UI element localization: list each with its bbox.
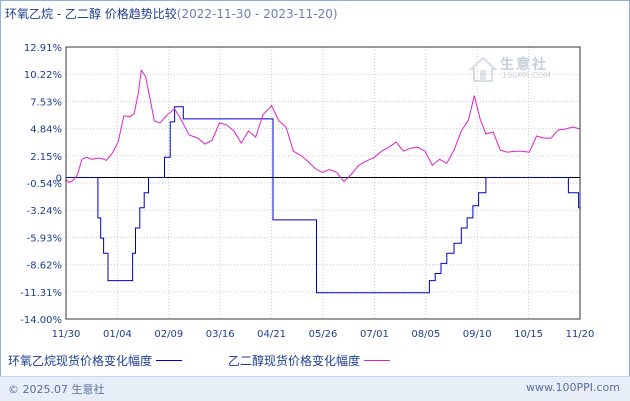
x-tick-label: 03/16 (206, 329, 235, 340)
y-tick-label: 4.84% (30, 125, 62, 136)
y-tick-label: -8.62% (27, 261, 62, 272)
line-chart: 12.91% 10.22% 7.53% 4.84% 2.15% -0.54% -3.24% -… (20, 43, 595, 340)
chart-title: 环氧乙烷 - 乙二醇 价格趋势比较(2022-11-30 - 2023-11-2… (5, 5, 338, 22)
watermark-url: 100PPI.COM (502, 71, 551, 80)
legend-label-series2: 乙二醇现货价格变化幅度 (228, 354, 361, 368)
chart-title-range: (2022-11-30 - 2023-11-20) (176, 7, 338, 21)
footer-bar: © 2025.07 生意社 www.100PPI.com (0, 376, 630, 401)
zero-label: 0 (56, 173, 62, 184)
x-tick-label: 02/09 (154, 329, 183, 340)
x-axis-ticks: 11/30 01/04 02/09 03/16 04/21 05/26 07/01 08/05… (52, 329, 595, 340)
series-line-2 (65, 68, 581, 184)
footer-url-link[interactable]: www.100PPI.com (526, 381, 620, 394)
legend-item-series1: 环氧乙烷现货价格变化幅度 (8, 352, 183, 369)
x-tick-label: 05/26 (309, 329, 338, 340)
x-tick-label: 09/10 (463, 329, 492, 340)
y-tick-label: 10.22% (24, 70, 62, 81)
y-tick-label: -11.31% (20, 288, 62, 299)
x-tick-label: 01/04 (103, 329, 132, 340)
x-tick-label: 08/05 (411, 329, 440, 340)
x-tick-label: 07/01 (360, 329, 389, 340)
watermark-name: 生意社 (500, 57, 548, 73)
x-tick-label: 11/30 (52, 329, 81, 340)
y-tick-label: -3.24% (27, 206, 62, 217)
plot-area-border (65, 46, 581, 320)
house-logo-icon (468, 56, 498, 82)
x-tick-label: 10/15 (514, 329, 543, 340)
legend-label-series1: 环氧乙烷现货价格变化幅度 (8, 354, 153, 368)
y-tick-label: 2.15% (30, 152, 62, 163)
legend-swatch-series2 (364, 360, 391, 361)
chart-title-main: 环氧乙烷 - 乙二醇 价格趋势比较 (5, 7, 177, 21)
y-tick-label: 7.53% (30, 97, 62, 108)
grid-lines (65, 46, 581, 320)
footer-copyright: © 2025.07 生意社 (8, 383, 105, 396)
y-axis-ticks: 12.91% 10.22% 7.53% 4.84% 2.15% -0.54% -3.24% -… (20, 43, 62, 326)
y-tick-label: 12.91% (24, 43, 62, 54)
y-tick-label: -0.54% (27, 179, 62, 190)
chart-legend: 环氧乙烷现货价格变化幅度 乙二醇现货价格变化幅度 (6, 350, 624, 370)
x-tick-label: 11/20 (566, 329, 595, 340)
watermark: 生意社 100PPI.COM (468, 52, 564, 88)
x-tick-label: 04/21 (257, 329, 286, 340)
series-line-1 (66, 106, 581, 294)
series-lines (65, 68, 581, 294)
legend-item-series2: 乙二醇现货价格变化幅度 (228, 352, 391, 369)
y-tick-label: -14.00% (20, 315, 62, 326)
y-tick-label: -5.93% (27, 233, 62, 244)
legend-swatch-series1 (156, 360, 183, 361)
